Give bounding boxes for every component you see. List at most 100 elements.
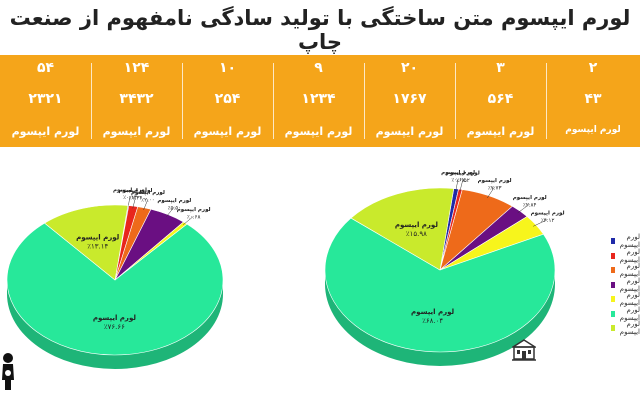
stat-column: ۹ ۱۲۳۴ لورم ایپسوم xyxy=(273,55,364,147)
chart-legend: لورم ایپسوم لورم ایپسوم لورم ایپسوم لورم… xyxy=(608,233,640,337)
legend-swatch xyxy=(611,296,616,303)
column-divider xyxy=(455,63,456,139)
stat-label: لورم ایپسوم xyxy=(193,125,262,138)
slice-value-label: ٪۶۸.۰۴ xyxy=(422,317,443,325)
pie-slice xyxy=(44,204,129,281)
school-building-icon xyxy=(512,339,536,361)
legend-swatch xyxy=(611,325,616,332)
leader-line xyxy=(143,199,149,211)
column-divider xyxy=(364,63,365,139)
slice-label: لورم ایپسوم xyxy=(478,178,512,184)
stats-band: ۵۴ ۲۳۲۱ لورم ایپسوم ۱۲۴ ۳۴۳۲ لورم ایپسوم… xyxy=(0,55,640,147)
stat-value-primary: ۲ xyxy=(588,60,598,76)
stat-value-secondary: ۲۳۲۱ xyxy=(28,91,63,107)
legend-swatch xyxy=(611,267,616,274)
pie-side xyxy=(325,270,555,366)
slice-label: لورم ایپسوم xyxy=(441,170,475,176)
column-divider xyxy=(182,63,183,139)
legend-label: لورم ایپسوم xyxy=(619,247,640,264)
pie-slice xyxy=(324,217,556,353)
leader-line xyxy=(517,203,530,214)
slice-label: لورم ایپسوم xyxy=(177,207,211,213)
slice-value-label: ٪۰.۶۸ xyxy=(187,215,201,221)
stat-value-primary: ۱۰ xyxy=(218,60,237,76)
stat-value-secondary: ۱۲۳۴ xyxy=(301,91,336,107)
slice-label: لورم ایپسوم xyxy=(113,188,147,194)
column-divider xyxy=(546,63,547,139)
slice-label: لورم ایپسوم xyxy=(131,190,165,196)
stat-column: ۵۴ ۲۳۲۱ لورم ایپسوم xyxy=(0,55,91,147)
stat-label: لورم ایپسوم xyxy=(102,125,171,138)
slice-value-label: ٪۴.۱۲ xyxy=(541,218,555,224)
stat-value-primary: ۲۰ xyxy=(400,60,419,76)
stat-column: ۳ ۵۶۴ لورم ایپسوم xyxy=(455,55,546,147)
leader-line xyxy=(487,186,495,199)
slice-value-label: ٪۱.۳۴ xyxy=(129,196,143,202)
leader-line xyxy=(166,206,175,217)
slice-label: لورم ایپسوم xyxy=(513,195,547,201)
stat-value-primary: ۳ xyxy=(496,60,505,76)
legend-swatch xyxy=(611,238,616,245)
stat-column: ۱۰ ۲۵۴ لورم ایپسوم xyxy=(182,55,273,147)
stat-label: لورم ایپسوم xyxy=(375,125,444,138)
legend-item: لورم ایپسوم xyxy=(608,305,640,322)
slice-value-label: ٪۵.۵۰ xyxy=(168,205,182,211)
legend-label: لورم ایپسوم xyxy=(619,233,640,250)
stat-value-secondary: ۱۷۶۷ xyxy=(392,91,427,107)
leader-line xyxy=(132,197,136,209)
slice-label: لورم ایپسوم xyxy=(446,171,480,177)
stat-column: ۲۰ ۱۷۶۷ لورم ایپسوم xyxy=(364,55,455,147)
legend-swatch xyxy=(611,252,616,259)
column-divider xyxy=(91,63,92,139)
pie-side xyxy=(7,280,223,369)
stat-column: ۲ ۴۳ لورم ایپسوم xyxy=(546,55,640,147)
person-icon xyxy=(2,353,14,390)
slice-label: لورم ایپسوم xyxy=(93,314,137,322)
stat-column: ۱۲۴ ۳۴۳۲ لورم ایپسوم xyxy=(91,55,182,147)
stat-value-primary: ۹ xyxy=(314,60,323,76)
slice-label: لورم ایپسوم xyxy=(76,234,120,242)
stat-value-primary: ۱۲۴ xyxy=(123,60,150,76)
slice-label: لورم ایپسوم xyxy=(531,211,565,217)
legend-item: لورم ایپسوم xyxy=(608,277,640,293)
leader-line xyxy=(182,216,194,225)
legend-swatch xyxy=(611,310,616,317)
page-title: لورم ایپسوم متن ساختگی با تولید سادگی نا… xyxy=(9,6,631,54)
legend-swatch xyxy=(611,281,616,288)
legend-label: لورم ایپسوم xyxy=(619,291,640,308)
slice-label: لورم ایپسوم xyxy=(119,188,153,194)
slice-value-label: ٪۷۶.۶۶ xyxy=(104,323,125,331)
legend-label: لورم ایپسوم xyxy=(619,320,640,337)
slice-value-label: ٪۰.۱۳ xyxy=(123,195,137,201)
leader-line xyxy=(533,219,548,227)
stat-label: لورم ایپسوم xyxy=(466,125,535,138)
stat-value-primary: ۵۴ xyxy=(36,60,55,76)
pie-slice xyxy=(350,187,455,271)
leader-line xyxy=(459,179,464,192)
slice-value-label: ٪۷.۷۳ xyxy=(488,185,502,191)
legend-label: لورم ایپسوم xyxy=(619,262,640,279)
stat-value-secondary: ۳۴۳۲ xyxy=(119,91,154,107)
stat-value-secondary: ۴۳ xyxy=(584,91,602,107)
column-divider xyxy=(273,63,274,139)
legend-item: لورم ایپسوم xyxy=(608,247,640,264)
stat-label: لورم ایپسوم xyxy=(11,125,80,138)
slice-value-label: ٪۰.۵۲ xyxy=(456,178,470,184)
slice-value-label: ٪۲.۸۴ xyxy=(523,203,537,209)
slice-value-label: ٪۱۳.۱۴ xyxy=(87,243,108,251)
leader-line xyxy=(455,179,459,192)
leader-line xyxy=(127,196,131,208)
legend-item: لورم ایپسوم xyxy=(608,320,640,337)
slice-label: لورم ایپسوم xyxy=(395,221,439,229)
stat-label: لورم ایپسوم xyxy=(284,125,353,138)
stat-value-secondary: ۵۶۴ xyxy=(487,91,514,107)
slice-value-label: ٪۱۵.۹۸ xyxy=(406,230,427,238)
slice-label: لورم ایپسوم xyxy=(411,308,455,316)
legend-item: لورم ایپسوم xyxy=(608,233,640,250)
legend-label: لورم ایپسوم xyxy=(619,305,640,322)
stat-label: لورم ایپسوم xyxy=(565,125,621,135)
pie-slice xyxy=(6,222,224,356)
